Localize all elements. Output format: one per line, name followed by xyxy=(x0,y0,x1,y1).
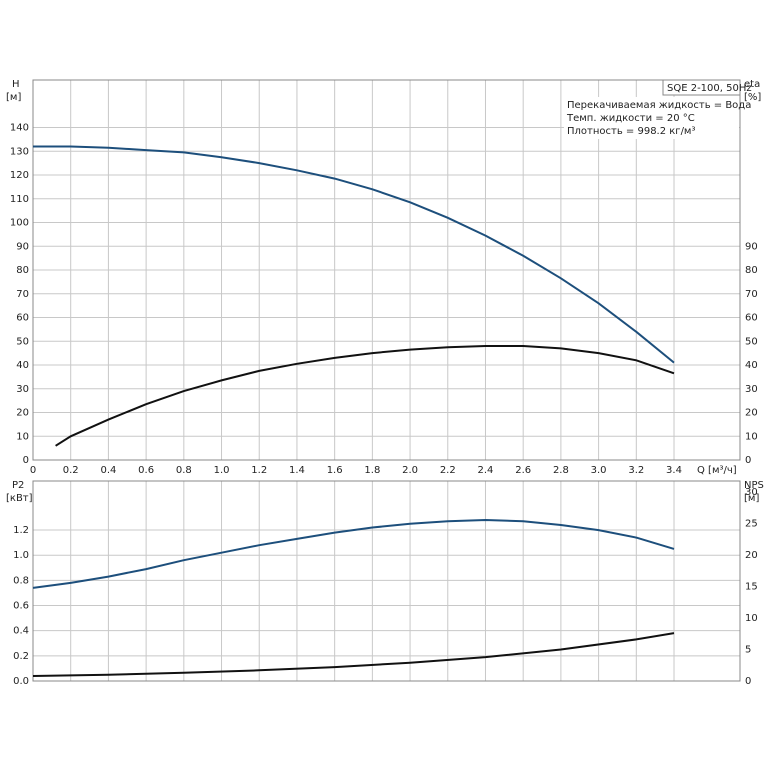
x-tick-label: 1.2 xyxy=(251,465,267,476)
y-tick-label: 0.6 xyxy=(13,601,29,612)
y-axis-label: H xyxy=(12,79,20,90)
y-tick-label: 0.2 xyxy=(13,651,29,662)
annotation: Перекачиваемая жидкость = Вода xyxy=(567,100,751,111)
plot-area xyxy=(33,481,740,681)
x-tick-label: 1.4 xyxy=(289,465,305,476)
y-tick-label: 10 xyxy=(16,431,29,442)
x-tick-label: 2.0 xyxy=(402,465,418,476)
x-tick-label: 2.8 xyxy=(553,465,569,476)
y-tick-label: 130 xyxy=(10,146,29,157)
y2-axis-label: NPS xyxy=(744,480,764,491)
plot-frame xyxy=(32,79,741,461)
annotation-bg xyxy=(564,97,739,139)
x-tick-label: 1.8 xyxy=(364,465,380,476)
plot-frame xyxy=(32,480,741,682)
y-tick-label: 1.0 xyxy=(13,550,29,561)
y-tick-label: 0 xyxy=(23,455,29,466)
y2-tick-label: 25 xyxy=(745,519,758,530)
y2-tick-label: 10 xyxy=(745,431,758,442)
y2-tick-label: 50 xyxy=(745,336,758,347)
y-tick-label: 20 xyxy=(16,408,29,419)
y2-tick-label: 0 xyxy=(745,455,751,466)
annotation: Темп. жидкости = 20 °C xyxy=(566,113,695,124)
x-tick-label: 2.2 xyxy=(440,465,456,476)
x-tick-label: 3.4 xyxy=(666,465,682,476)
x-tick-label: 2.4 xyxy=(478,465,494,476)
x-axis-label: Q [м³/ч] xyxy=(697,465,737,476)
y-tick-label: 110 xyxy=(10,194,29,205)
x-tick-label: 0.6 xyxy=(138,465,154,476)
x-tick-label: 0 xyxy=(30,465,36,476)
y2-axis-unit: [м] xyxy=(744,493,759,504)
curve xyxy=(32,518,675,589)
y-tick-label: 0.4 xyxy=(13,626,29,637)
x-tick-label: 1.6 xyxy=(327,465,343,476)
y2-tick-label: 15 xyxy=(745,582,758,593)
y-tick-label: 0.0 xyxy=(13,676,29,687)
y-tick-label: 70 xyxy=(16,289,29,300)
y2-tick-label: 80 xyxy=(745,265,758,276)
y-tick-label: 120 xyxy=(10,170,29,181)
y2-tick-label: 70 xyxy=(745,289,758,300)
x-tick-label: 0.4 xyxy=(100,465,116,476)
x-tick-label: 3.0 xyxy=(591,465,607,476)
y-tick-label: 60 xyxy=(16,313,29,324)
y-tick-label: 30 xyxy=(16,384,29,395)
y-axis-unit: [кВт] xyxy=(6,493,33,504)
y-tick-label: 100 xyxy=(10,218,29,229)
y-tick-label: 140 xyxy=(10,123,29,134)
y2-tick-label: 30 xyxy=(745,384,758,395)
legend-title: SQE 2-100, 50Hz xyxy=(667,83,752,94)
y2-tick-label: 60 xyxy=(745,313,758,324)
x-tick-label: 0.2 xyxy=(63,465,79,476)
y-tick-label: 80 xyxy=(16,265,29,276)
y2-tick-label: 90 xyxy=(745,241,758,252)
annotation: Плотность = 998.2 кг/м³ xyxy=(567,126,696,137)
y-axis-label: P2 xyxy=(12,480,24,491)
y2-axis-unit: [%] xyxy=(744,92,761,103)
y2-tick-label: 30 xyxy=(745,487,758,498)
y-axis-unit: [м] xyxy=(6,92,21,103)
curve xyxy=(33,145,675,364)
curve xyxy=(32,632,675,677)
x-tick-label: 0.8 xyxy=(176,465,192,476)
y2-axis-label: eta xyxy=(744,79,760,90)
y2-tick-label: 20 xyxy=(745,550,758,561)
y-tick-label: 50 xyxy=(16,336,29,347)
y2-tick-label: 20 xyxy=(745,408,758,419)
y2-tick-label: 0 xyxy=(745,676,751,687)
y2-tick-label: 40 xyxy=(745,360,758,371)
x-tick-label: 3.2 xyxy=(628,465,644,476)
x-tick-label: 2.6 xyxy=(515,465,531,476)
x-tick-label: 1.0 xyxy=(214,465,230,476)
legend-box xyxy=(662,79,741,96)
y2-tick-label: 10 xyxy=(745,613,758,624)
y2-tick-label: 5 xyxy=(745,645,751,656)
y-tick-label: 40 xyxy=(16,360,29,371)
y-tick-label: 90 xyxy=(16,241,29,252)
y-tick-label: 1.2 xyxy=(13,525,29,536)
y-tick-label: 0.8 xyxy=(13,575,29,586)
curve xyxy=(55,345,675,447)
